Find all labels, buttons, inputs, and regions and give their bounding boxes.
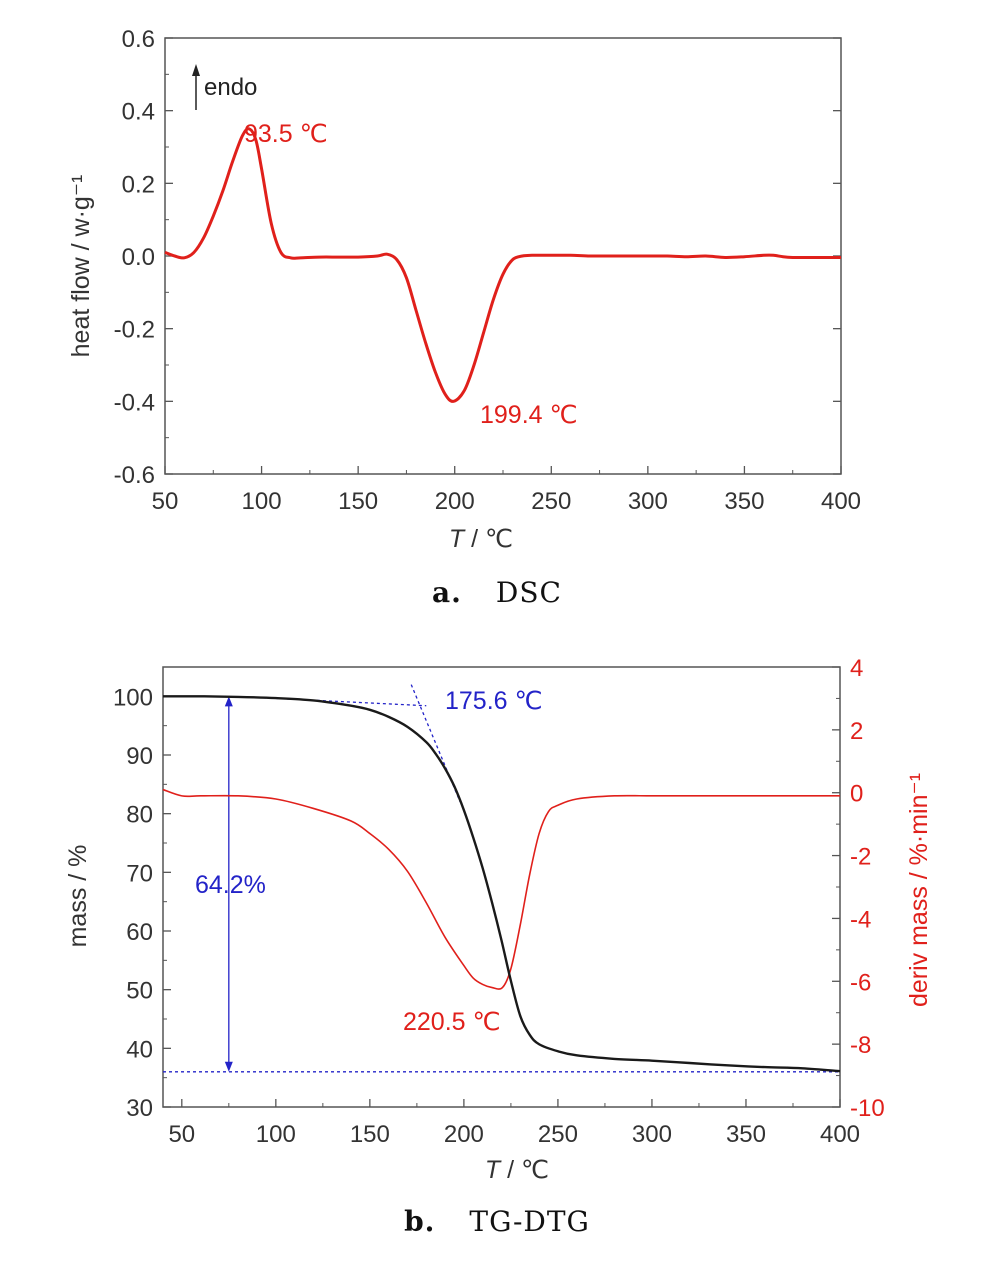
tg-dtg-caption-text: TG-DTG [469, 1205, 590, 1238]
tg-y-tick-label: 100 [113, 684, 153, 711]
dsc-y-tick-label: -0.6 [114, 462, 155, 489]
mass-loss-arrow-head-bottom [224, 1061, 233, 1072]
dsc-chart: 50 100 150 200 250 300 350 400 0.6 0.4 0.2 0.0 -0.2… [67, 26, 861, 609]
tg-y2-axis-label: deriv mass / %·min⁻¹ [905, 773, 933, 1007]
tg-y2-tick-label: -8 [850, 1032, 871, 1059]
tg-dtg-chart: 50 100 150 200 250 300 350 400 3040506070809010… [64, 655, 933, 1238]
dsc-x-tick-label: 200 [435, 488, 475, 515]
dsc-x-axis-label-unit: / ℃ [464, 525, 513, 553]
dsc-x-axis-label-symbol: T [449, 525, 466, 553]
tg-x-tick-label: 100 [256, 1121, 296, 1148]
tg-x-axis-label-unit: / ℃ [500, 1156, 549, 1184]
tg-y-tick-label: 90 [126, 743, 153, 770]
tg-y2-tick-label: 4 [850, 655, 863, 682]
dsc-caption-letter: a. [432, 576, 462, 609]
dsc-peak2-label: 199.4 ℃ [480, 401, 578, 429]
dsc-y-tick-label: 0.6 [122, 26, 155, 53]
dsc-x-tick-label: 150 [338, 488, 378, 515]
tg-x-tick-label: 400 [820, 1121, 860, 1148]
tg-y-tick-label: 80 [126, 802, 153, 829]
dsc-x-tick-label: 100 [242, 488, 282, 515]
dtg-curve [162, 788, 840, 990]
tg-y-tick-label: 50 [126, 978, 153, 1005]
dsc-caption-text: DSC [496, 576, 562, 609]
tg-dtg-caption: b. TG-DTG [404, 1205, 590, 1238]
tg-y2-tick-label: -2 [850, 844, 871, 871]
mass-loss-arrow-head-top [224, 696, 233, 707]
dsc-curve [164, 127, 841, 403]
tg-x-ticks: 50 100 150 200 250 300 350 400 [168, 1099, 860, 1148]
tg-y-ticks: 30 40 50 60 70 80 90 100 [113, 684, 171, 1122]
dtg-peak-label: 220.5 ℃ [403, 1008, 501, 1036]
tg-y-tick-label: 30 [126, 1095, 153, 1122]
dsc-y-tick-label: 0.4 [122, 99, 155, 126]
tg-y-tick-label: 60 [126, 919, 153, 946]
tg-y-tick-label: 70 [126, 860, 153, 887]
tg-dtg-caption-letter: b. [404, 1205, 435, 1238]
dsc-peak1-label: 93.5 ℃ [244, 120, 328, 148]
dsc-y-tick-label: 0.0 [122, 244, 155, 271]
tg-x-tick-label: 150 [350, 1121, 390, 1148]
tg-y2-tick-label: -4 [850, 906, 871, 933]
endo-arrow-head [192, 64, 200, 76]
tg-y2-ticks: 4 2 0 -2 -4 -6 -8 -10 [832, 655, 885, 1122]
dsc-x-axis-label: T / ℃ [449, 525, 513, 553]
dsc-y-tick-label: -0.4 [114, 389, 155, 416]
tg-x-tick-label: 300 [632, 1121, 672, 1148]
tg-curve [162, 695, 841, 1073]
dsc-y-tick-label: -0.2 [114, 317, 155, 344]
tg-x-axis-label-symbol: T [485, 1156, 502, 1184]
mass-loss-label: 64.2% [195, 871, 266, 899]
tg-y-tick-label: 40 [126, 1036, 153, 1063]
onset-tangent-flat [256, 696, 427, 707]
tg-x-tick-label: 200 [444, 1121, 484, 1148]
dsc-x-ticks: 50 100 150 200 250 300 350 400 [152, 466, 861, 515]
tg-y2-tick-label: -6 [850, 969, 871, 996]
tg-y2-tick-label: -10 [850, 1095, 885, 1122]
tg-x-axis-label: T / ℃ [485, 1156, 549, 1184]
onset-temperature-label: 175.6 ℃ [445, 687, 543, 715]
tg-x-tick-label: 50 [168, 1121, 195, 1148]
dsc-x-tick-label: 400 [821, 488, 861, 515]
dsc-caption: a. DSC [432, 576, 562, 609]
endo-label: endo [204, 74, 257, 101]
dsc-x-tick-label: 300 [628, 488, 668, 515]
dsc-y-ticks: 0.6 0.4 0.2 0.0 -0.2 -0.4 -0.6 [114, 26, 841, 489]
tg-y2-tick-label: 0 [850, 781, 863, 808]
tg-y-axis-label: mass / % [64, 845, 92, 948]
tg-y2-tick-label: 2 [850, 718, 863, 745]
dsc-y-axis-label: heat flow / w·g⁻¹ [67, 175, 95, 358]
dsc-x-tick-label: 250 [531, 488, 571, 515]
dsc-x-tick-label: 50 [152, 488, 179, 515]
dsc-y-tick-label: 0.2 [122, 171, 155, 198]
tg-x-tick-label: 350 [726, 1121, 766, 1148]
dsc-x-tick-label: 350 [724, 488, 764, 515]
tg-x-tick-label: 250 [538, 1121, 578, 1148]
